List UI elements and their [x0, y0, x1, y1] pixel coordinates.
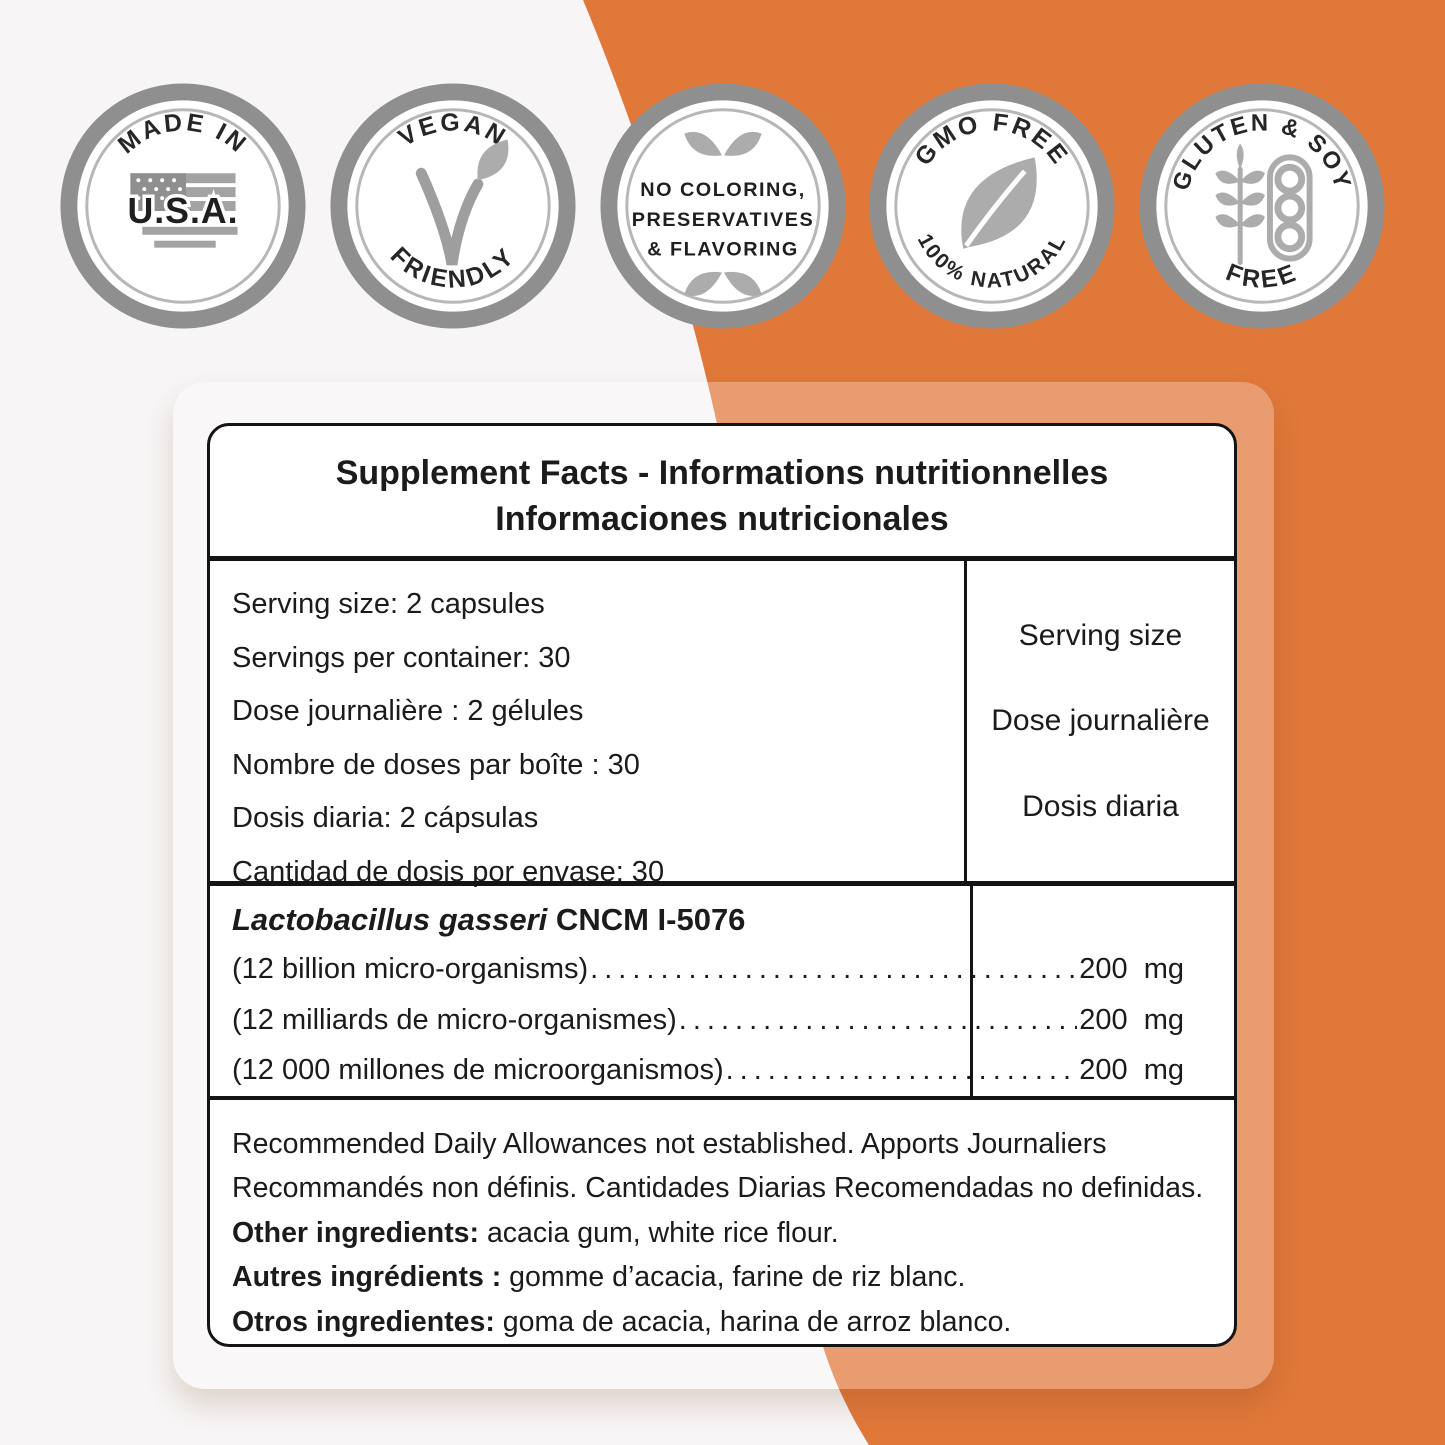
- serving-line: Nombre de doses par boîte : 30: [232, 748, 640, 781]
- ingredient-row-label: (12 billion micro-organisms): [232, 953, 589, 985]
- dot-leader: ........................................…: [590, 953, 1077, 985]
- badge-no-additives: NO COLORING, PRESERVATIVES & FLAVORING: [599, 82, 847, 330]
- vegan-v-leaf-icon: [415, 139, 509, 266]
- badge-made-in-usa: MADE IN U.S.A.: [59, 82, 307, 330]
- serving-line: Dose journalière : 2 gélules: [232, 695, 584, 727]
- other-ingredients-label: Other ingredients:: [232, 1216, 480, 1249]
- other-ingredients-line: Other ingredients: acacia gum, white ric…: [232, 1211, 1204, 1256]
- ingredient-section: Lactobacillus gasseri CNCM I-5076 (12 bi…: [210, 886, 1234, 1096]
- badge-inner-ring: [85, 108, 281, 304]
- ingredient-name: Lactobacillus gasseri CNCM I-5076: [232, 896, 1184, 944]
- badge-gluten-soy-free: GLUTEN & SOY FREE: [1138, 82, 1386, 330]
- leaves-bottom-icon: [683, 271, 762, 296]
- ingredient-name-latin: Lactobacillus gasseri: [232, 902, 548, 937]
- badge-center-text: U.S.A.: [127, 191, 238, 231]
- divider-rule: [210, 1095, 1234, 1100]
- ingredient-strain-code: CNCM I-5076: [547, 902, 746, 937]
- other-ingredients-label: Otros ingredientes:: [232, 1305, 495, 1338]
- other-ingredients-value: gomme d’acacia, farine de riz blanc.: [501, 1261, 966, 1293]
- ingredient-row: (12 000 millones de microorganismos) ...…: [232, 1045, 1184, 1096]
- serving-header-line: Dosis diaria: [1022, 789, 1179, 823]
- other-ingredients-line: Otros ingredientes: goma de acacia, hari…: [232, 1300, 1204, 1345]
- badge-ring: [1139, 83, 1385, 329]
- other-ingredients-value: acacia gum, white rice flour.: [479, 1216, 839, 1249]
- dot-leader: ........................................…: [725, 1054, 1078, 1086]
- supplement-facts-panel: Supplement Facts - Informations nutritio…: [207, 423, 1237, 1347]
- ingredient-row: (12 milliards de micro-organismes) .....…: [232, 995, 1184, 1046]
- badge-gmo-free: GMO FREE 100% NATURAL: [868, 82, 1116, 330]
- footer-section: Recommended Daily Allowances not establi…: [210, 1100, 1234, 1345]
- serving-column-header: Serving size Dose journalière Dosis diar…: [964, 561, 1234, 881]
- ingredient-row: (12 billion micro-organisms) ...........…: [232, 944, 1184, 995]
- badge-inner-ring: [894, 108, 1090, 304]
- divider-rule: [210, 556, 1234, 561]
- dot-leader: ........................................…: [678, 1003, 1078, 1036]
- leaves-top-icon: [683, 131, 762, 156]
- other-ingredients-label: Autres ingrédients :: [232, 1261, 502, 1293]
- badge-ring: [330, 83, 576, 329]
- panel-title: Supplement Facts - Informations nutritio…: [210, 426, 1234, 556]
- ingredient-row-amount: 200 mg: [1079, 1003, 1184, 1036]
- other-ingredients-value: goma de acacia, harina de arroz blanco.: [494, 1305, 1012, 1338]
- badge-inner-ring: [355, 108, 551, 304]
- other-ingredients-line: Autres ingrédients : gomme d’acacia, far…: [232, 1255, 1204, 1300]
- badge-text-line3: & FLAVORING: [647, 239, 799, 261]
- serving-line: Servings per container: 30: [232, 641, 571, 674]
- panel-title-line1: Supplement Facts - Informations nutritio…: [335, 454, 1109, 492]
- column-divider-line: [970, 886, 973, 1096]
- badge-inner-ring: [624, 108, 821, 304]
- soy-pod-icon: [1266, 154, 1313, 262]
- serving-header-line: Dose journalière: [991, 704, 1210, 737]
- serving-header-line: Serving size: [1018, 618, 1183, 652]
- badge-inner-ring: [1164, 108, 1360, 304]
- serving-line: Serving size: 2 capsules: [232, 588, 545, 620]
- divider-rule: [210, 881, 1234, 886]
- panel-title-line2: Informaciones nutricionales: [495, 500, 949, 538]
- badge-ring: [599, 83, 846, 329]
- ingredient-row-label: (12 milliards de micro-organismes): [232, 1003, 677, 1036]
- ingredient-row-amount: 200 mg: [1079, 953, 1184, 985]
- badge-text-line1: NO COLORING,: [640, 179, 805, 201]
- ingredient-row-label: (12 000 millones de microorganismos): [232, 1054, 724, 1086]
- badge-text-line2: PRESERVATIVES: [631, 209, 813, 231]
- badge-vegan-friendly: VEGAN FRIENDLY: [329, 82, 577, 330]
- wheat-icon: [1215, 143, 1265, 266]
- ingredient-row-amount: 200 mg: [1079, 1054, 1184, 1086]
- leaf-icon: [961, 157, 1038, 249]
- certification-badges: MADE IN U.S.A.: [59, 82, 1386, 330]
- serving-section: Serving size: 2 capsules Servings per co…: [210, 561, 1234, 888]
- usa-flag-map-icon: [130, 173, 238, 248]
- rda-footnote: Recommended Daily Allowances not establi…: [232, 1127, 1204, 1205]
- serving-details: Serving size: 2 capsules Servings per co…: [210, 561, 964, 888]
- serving-line: Dosis diaria: 2 cápsulas: [232, 802, 539, 834]
